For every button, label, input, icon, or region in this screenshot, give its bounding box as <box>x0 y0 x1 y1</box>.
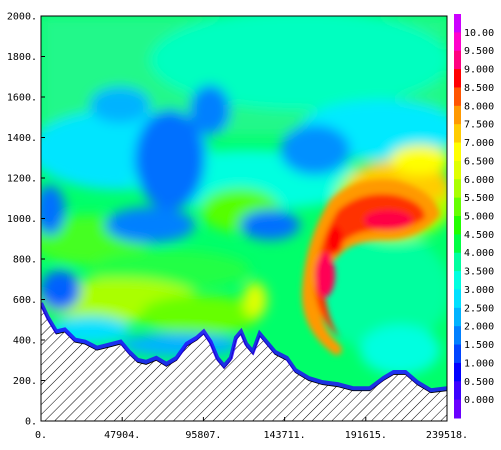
x-tick-label: 47904. <box>104 430 140 441</box>
colorbar-swatch <box>454 179 461 199</box>
colorbar-swatch <box>454 344 461 364</box>
colorbar-label: 4.000 <box>464 248 494 259</box>
colorbar-label: 8.500 <box>464 83 494 94</box>
colorbar-label: 0.500 <box>464 377 494 388</box>
colorbar-swatch <box>454 216 461 235</box>
colorbar-label: 5.000 <box>464 212 494 223</box>
colorbar-swatch <box>454 326 461 346</box>
colorbar-label: 2.000 <box>464 322 494 333</box>
y-tick-label: 800. <box>13 255 37 266</box>
colorbar-swatch <box>454 87 461 107</box>
colorbar-swatch <box>454 14 461 33</box>
colorbar-label: 7.500 <box>464 120 494 131</box>
colorbar-label: 3.500 <box>464 267 494 278</box>
y-tick-label: 1000. <box>7 214 37 225</box>
y-tick-label: 1600. <box>7 93 37 104</box>
colorbar-label: 0.000 <box>464 395 494 406</box>
colorbar-swatch <box>454 105 461 125</box>
y-tick-label: 1800. <box>7 52 37 63</box>
colorbar-label: 1.000 <box>464 358 494 369</box>
colorbar-label: 5.500 <box>464 193 494 204</box>
x-axis: 0. 47904. 95807. 143711. 191615. 239518. <box>35 417 468 441</box>
colorbar-label: 3.000 <box>464 285 494 296</box>
colorbar-swatch <box>454 252 461 272</box>
x-tick-label: 191615. <box>345 430 387 441</box>
colorbar-label: 7.000 <box>464 138 494 149</box>
y-tick-label: 1400. <box>7 133 37 144</box>
colorbar-swatch <box>454 160 461 180</box>
colorbar-label: 4.500 <box>464 230 494 241</box>
colorbar-label: 2.500 <box>464 303 494 314</box>
colorbar-label: 8.000 <box>464 101 494 112</box>
colorbar-swatch <box>454 271 461 290</box>
x-tick-label: 95807. <box>185 430 221 441</box>
colorbar-label: 1.500 <box>464 340 494 351</box>
contour-field <box>41 16 447 375</box>
colorbar-swatch <box>454 399 461 419</box>
y-tick-label: 200. <box>13 376 37 387</box>
plot-area <box>41 16 447 421</box>
y-tick-label: 600. <box>13 295 37 306</box>
colorbar-swatch <box>454 289 461 309</box>
colorbar-label: 6.500 <box>464 156 494 167</box>
x-tick-label: 0. <box>35 430 47 441</box>
colorbar-swatch <box>454 124 461 144</box>
colorbar-swatch <box>454 381 461 401</box>
colorbar-swatch <box>454 69 461 88</box>
x-tick-label: 239518. <box>426 430 468 441</box>
colorbar-label: 10.00 <box>464 28 494 39</box>
colorbar-swatch <box>454 362 461 382</box>
colorbar-swatch <box>454 142 461 162</box>
terrain-boundary-layer <box>41 302 447 393</box>
colorbar-label: 6.000 <box>464 175 494 186</box>
colorbar-swatch <box>454 32 461 52</box>
colorbar-swatch <box>454 197 461 217</box>
colorbar: 10.00 9.500 9.000 8.500 8.000 7.500 7.000 6.500… <box>454 14 494 419</box>
colorbar-swatch <box>454 50 461 70</box>
y-tick-label: 0. <box>25 417 37 428</box>
colorbar-swatch <box>454 234 461 254</box>
y-tick-label: 400. <box>13 336 37 347</box>
hot-core <box>301 179 440 355</box>
colorbar-label: 9.000 <box>464 65 494 76</box>
colorbar-swatch <box>454 307 461 327</box>
colorbar-label: 9.500 <box>464 46 494 57</box>
y-tick-label: 1200. <box>7 174 37 185</box>
y-tick-label: 2000. <box>7 12 37 23</box>
x-tick-label: 143711. <box>264 430 306 441</box>
y-axis: 0. 200. 400. 600. 800. 1000. 1200. 1400. 1600. 18… <box>7 12 45 428</box>
